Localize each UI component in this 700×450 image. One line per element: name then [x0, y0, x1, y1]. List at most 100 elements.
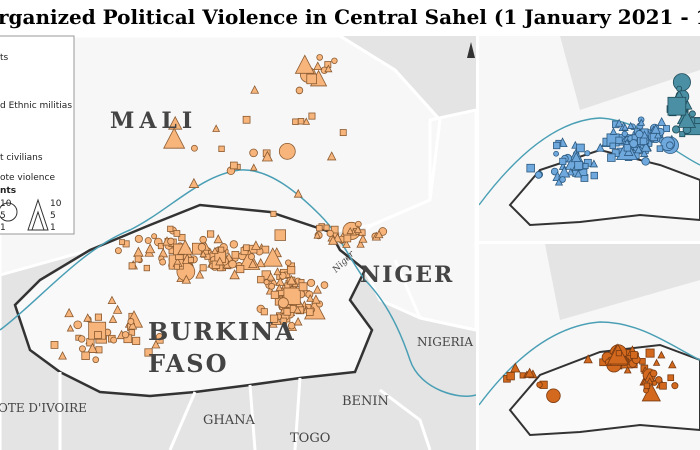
event-marker: [346, 226, 354, 235]
event-marker: [621, 130, 628, 138]
event-marker: [574, 161, 584, 170]
event-marker: [83, 313, 93, 322]
event-marker: [584, 150, 591, 157]
event-marker: [615, 350, 622, 357]
event-marker: [212, 124, 221, 132]
event-marker: [298, 282, 308, 292]
event-marker: [127, 320, 138, 330]
event-marker: [295, 86, 304, 95]
event-marker: [640, 141, 652, 152]
event-marker: [676, 85, 683, 92]
event-marker: [293, 305, 302, 314]
event-marker: [107, 295, 117, 304]
event-marker: [667, 374, 675, 382]
event-marker: [546, 388, 561, 403]
event-marker: [262, 247, 283, 267]
country-label: GHANA: [203, 413, 255, 428]
event-marker: [607, 153, 616, 162]
event-marker: [73, 320, 83, 330]
event-marker: [302, 117, 311, 125]
event-marker: [94, 313, 103, 321]
inset-map: [479, 36, 700, 241]
event-marker: [270, 210, 277, 217]
event-marker: [199, 264, 207, 272]
event-marker: [293, 188, 303, 198]
event-marker: [151, 233, 158, 240]
event-marker: [297, 118, 305, 125]
country-label: OTE D'IVOIRE: [0, 401, 87, 415]
event-marker: [58, 351, 67, 360]
event-marker: [173, 263, 180, 270]
borders: [0, 36, 476, 450]
event-marker: [643, 382, 651, 390]
event-marker: [78, 345, 86, 353]
event-marker: [671, 382, 679, 390]
event-marker: [688, 110, 696, 118]
event-marker: [143, 264, 150, 272]
event-marker: [326, 229, 334, 237]
event-marker: [108, 314, 118, 323]
event-marker: [173, 230, 181, 237]
event-marker: [659, 382, 667, 390]
event-marker: [206, 230, 215, 238]
event-marker: [250, 163, 258, 171]
events-inset: [526, 73, 700, 186]
country-label: TOGO: [290, 431, 330, 446]
north-arrow: [467, 42, 475, 58]
event-marker: [195, 270, 205, 279]
events-main: [50, 54, 388, 364]
event-marker: [356, 239, 365, 248]
size-label: 10: [50, 199, 62, 209]
event-marker: [249, 148, 258, 158]
event-marker: [278, 142, 296, 160]
event-marker: [323, 224, 330, 231]
event-marker: [228, 259, 237, 269]
event-marker: [266, 272, 276, 281]
legend-item: ote violence: [0, 173, 55, 183]
event-marker: [553, 141, 561, 150]
event-marker: [645, 348, 655, 358]
legend-size-title: nts: [0, 186, 16, 196]
event-marker: [248, 259, 258, 269]
event-marker: [287, 322, 296, 330]
event-marker: [260, 308, 268, 316]
burkina-faso: [13, 203, 374, 398]
event-marker: [306, 294, 315, 302]
event-marker: [649, 369, 658, 378]
event-marker: [320, 281, 329, 289]
country-label: NIGER: [360, 262, 454, 288]
legend: ts d Ethnic militias t civilians ote vio…: [0, 35, 75, 235]
event-marker: [277, 297, 289, 309]
event-marker: [268, 282, 276, 290]
event-marker: [155, 333, 164, 341]
event-marker: [639, 137, 648, 146]
size-label: 10: [0, 199, 12, 209]
event-marker: [324, 64, 333, 73]
event-marker: [187, 256, 194, 263]
event-marker: [215, 256, 225, 266]
event-marker: [159, 258, 167, 266]
event-marker: [595, 142, 605, 152]
event-marker: [293, 316, 303, 326]
event-marker: [242, 115, 251, 124]
event-marker: [566, 167, 575, 176]
event-marker: [163, 127, 186, 149]
event-marker: [199, 250, 207, 258]
event-marker: [280, 317, 288, 325]
event-marker: [694, 117, 700, 125]
event-marker: [307, 278, 316, 287]
event-marker: [330, 225, 339, 234]
event-marker: [144, 348, 153, 357]
event-marker: [331, 57, 338, 65]
event-marker: [257, 275, 265, 284]
event-marker: [81, 351, 90, 360]
event-marker: [128, 262, 136, 270]
event-marker: [550, 167, 559, 176]
event-marker: [623, 146, 634, 156]
event-marker: [112, 304, 123, 314]
event-marker: [229, 240, 238, 249]
event-marker: [574, 169, 583, 178]
event-marker: [145, 243, 156, 254]
event-marker: [248, 253, 255, 261]
legend-item: d Ethnic militias: [0, 101, 72, 111]
